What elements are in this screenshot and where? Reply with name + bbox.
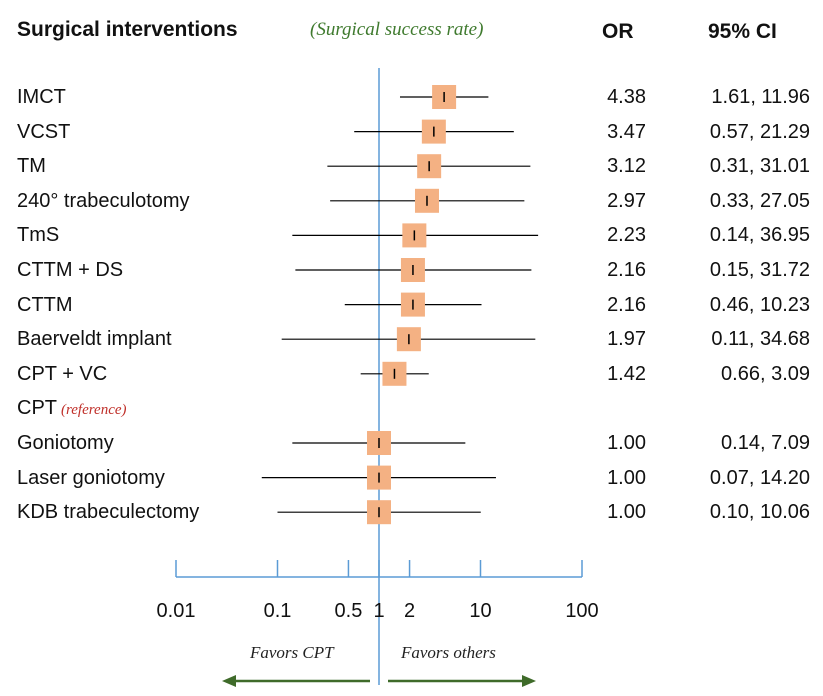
row-label: KDB trabeculectomy	[17, 500, 199, 524]
row-label: CPT + VC	[17, 362, 107, 386]
chart-subtitle: (Surgical success rate)	[310, 19, 484, 40]
ci-value: 0.14, 36.95	[709, 224, 810, 247]
row-label: Baerveldt implant	[17, 327, 172, 351]
ci-value: 0.33, 27.05	[709, 189, 810, 212]
x-tick-label: 100	[565, 600, 599, 622]
ci-value: 0.31, 31.01	[709, 155, 810, 178]
row-label-text: CTTM	[17, 293, 73, 316]
row-label-text: TM	[17, 155, 46, 178]
row-label: CTTM	[17, 293, 73, 317]
header-or: OR	[602, 20, 634, 43]
row-label-text: VCST	[17, 120, 71, 143]
row-label-text: IMCT	[17, 86, 66, 108]
ci-value: 0.66, 3.09	[721, 362, 810, 385]
favors-left-arrow-head	[222, 675, 236, 687]
or-value: 3.47	[607, 120, 646, 143]
favors-right-arrow-head	[522, 675, 536, 687]
x-tick-label: 0.1	[263, 600, 292, 622]
row-label: TmS	[17, 223, 59, 247]
row-label-text: TmS	[17, 224, 60, 247]
or-value: 1.00	[607, 466, 646, 489]
or-value: 3.12	[607, 155, 646, 178]
header-ci: 95% CI	[708, 20, 777, 43]
row-label-text: CTTM + DS	[17, 259, 124, 281]
header-interventions: Surgical interventions	[17, 18, 238, 41]
ci-value: 0.15, 31.72	[709, 259, 810, 281]
row-label: Laser goniotomy	[17, 466, 165, 490]
row-label: Goniotomy	[17, 431, 114, 455]
ci-value: 0.46, 10.23	[709, 293, 810, 316]
or-value: 1.97	[607, 328, 646, 351]
ci-value: 0.57, 21.29	[709, 120, 810, 143]
or-value: 2.23	[607, 224, 646, 247]
row-label-text: KDB trabeculectomy	[17, 501, 200, 524]
row-label: 240° trabeculotomy	[17, 189, 190, 213]
row-label-text: Goniotomy	[17, 432, 114, 454]
ci-value: 0.10, 10.06	[709, 501, 810, 524]
row-label-text: CPT	[17, 397, 57, 420]
row-label: CTTM + DS	[17, 258, 123, 282]
or-value: 4.38	[607, 86, 646, 108]
x-tick-label: 10	[469, 600, 492, 622]
or-value: 1.00	[607, 501, 646, 524]
row-label-text: Laser goniotomy	[17, 466, 165, 489]
ci-value: 0.07, 14.20	[709, 466, 810, 489]
row-label-text: 240° trabeculotomy	[17, 189, 190, 212]
or-value: 1.42	[607, 362, 646, 385]
ci-value: 0.11, 34.68	[711, 328, 810, 351]
row-label: IMCT	[17, 85, 66, 109]
or-value: 1.00	[607, 432, 646, 454]
x-tick-label: 1	[373, 600, 385, 622]
or-value: 2.97	[607, 189, 646, 212]
or-value: 2.16	[607, 259, 646, 281]
or-value: 2.16	[607, 293, 646, 316]
row-label: VCST	[17, 120, 70, 144]
x-tick-label: 0.01	[156, 600, 196, 622]
reference-note: (reference)	[61, 402, 127, 419]
row-label-text: Baerveldt implant	[17, 328, 172, 351]
x-tick-label: 2	[403, 600, 416, 622]
ci-value: 1.61, 11.96	[711, 86, 810, 108]
ci-value: 0.14, 7.09	[721, 432, 810, 454]
row-label-text: CPT + VC	[17, 362, 108, 385]
favors-right-label: Favors others	[401, 643, 496, 662]
favors-left-label: Favors CPT	[250, 643, 334, 662]
row-label: TM	[17, 154, 46, 178]
row-label: CPT (reference)	[17, 396, 127, 422]
x-tick-label: 0.5	[334, 600, 363, 622]
